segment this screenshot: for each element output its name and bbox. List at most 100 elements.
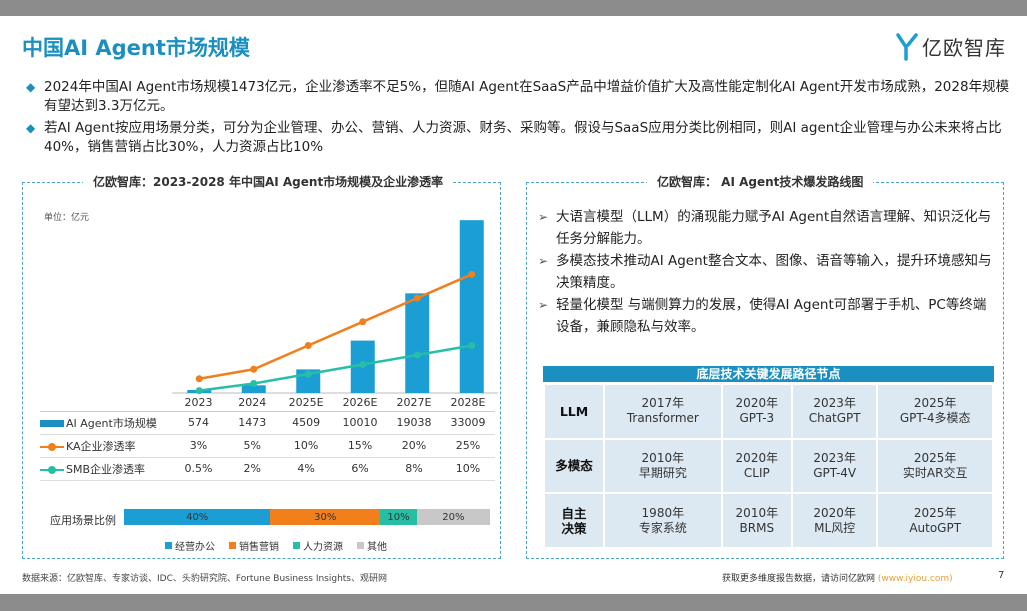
legend-swatch-icon [357, 542, 364, 549]
roadmap-node-year: 2025年 [913, 450, 957, 465]
roadmap-row-label: LLM [545, 385, 603, 438]
logo: 亿欧智库 [896, 32, 1006, 61]
diamond-icon: ◆ [26, 80, 36, 94]
table-cell: 6% [333, 457, 388, 481]
roadmap-panel-title: 亿欧智库： AI Agent技术爆发路线图 [647, 173, 874, 190]
diamond-icon: ◆ [26, 121, 36, 135]
scene-legend-label: 经营办公 [175, 542, 215, 553]
table-cell: 5% [225, 434, 280, 458]
roadmap-node-year: 2017年 [641, 396, 685, 411]
roadmap-node-tech: GPT-4多模态 [899, 411, 971, 426]
intro-bullet-text: 若AI Agent按应用场景分类，可分为企业管理、办公、营销、人力资源、财务、采… [44, 120, 1002, 155]
market-size-panel-title: 亿欧智库：2023-2028 年中国AI Agent市场规模及企业渗透率 [83, 173, 454, 190]
data-source: 数据来源：亿欧智库、专家访谈、IDC、头豹研究院、Fortune Busines… [22, 574, 387, 584]
footer-text: 获取更多维度报告数据，请访问亿欧网 [722, 574, 876, 584]
intro-bullet: ◆ 若AI Agent按应用场景分类，可分为企业管理、办公、营销、人力资源、财务… [26, 119, 1011, 157]
table-cell: 10010 [333, 411, 388, 435]
roadmap-node-year: 1980年 [641, 505, 685, 520]
arrow-right-icon: ➢ [538, 254, 549, 268]
chart-unit: 单位：亿元 [44, 213, 90, 223]
roadmap-node-year: 2020年 [735, 396, 779, 411]
penetration-point [413, 351, 421, 359]
legend-swatch-icon [165, 542, 172, 549]
penetration-point [359, 361, 367, 369]
penetration-line [199, 273, 473, 380]
roadmap-node: 1980年 专家系统 [605, 494, 721, 547]
table-row-smb: SMB企业渗透率 0.5% 2% 4% 6% 8% 10% [40, 457, 495, 481]
roadmap-node-tech: GPT-3 [739, 411, 775, 426]
scene-segment: 30% [270, 509, 381, 525]
roadmap-panel: 亿欧智库： AI Agent技术爆发路线图 [526, 173, 1004, 559]
scene-legend-item: 销售营销 [229, 538, 279, 553]
roadmap-node: 2025年 AutoGPT [878, 494, 992, 547]
tech-bullet: ➢ 多模态技术推动AI Agent整合文本、图像、语音等输入，提升环境感知与决策… [538, 250, 993, 294]
intro-bullet: ◆ 2024年中国AI Agent市场规模1473亿元，企业渗透率不足5%，但随… [26, 78, 1011, 116]
market-size-panel: 亿欧智库：2023-2028 年中国AI Agent市场规模及企业渗透率 [22, 173, 501, 559]
logo-text: 亿欧智库 [922, 36, 1006, 60]
roadmap-node: 2010年 早期研究 [605, 439, 721, 493]
table-cell: 15% [333, 434, 388, 458]
table-cell: 2% [225, 457, 280, 481]
penetration-point [250, 365, 258, 373]
roadmap-table: LLM 2017年 Transformer 2020年 GPT-3 2023年 ChatGP… [543, 383, 994, 549]
table-cell: 25% [440, 434, 495, 458]
arrow-right-icon: ➢ [538, 298, 549, 312]
scene-segment: 40% [124, 509, 271, 525]
table-cell: 1473 [225, 411, 280, 435]
roadmap-node-tech: 早期研究 [638, 465, 687, 480]
arrow-right-icon: ➢ [538, 210, 549, 224]
footer-note: 获取更多维度报告数据，请访问亿欧网 (www.iyiou.com) [722, 571, 953, 584]
roadmap-node-year: 2023年 [813, 396, 856, 411]
scene-legend-item: 人力资源 [293, 538, 343, 553]
roadmap-node-year: 2010年 [641, 450, 685, 465]
tech-bullet-text: 大语言模型（LLM）的涌现能力赋予AI Agent自然语言理解、知识泛化与任务分… [556, 209, 992, 247]
roadmap-node-tech: Transformer [626, 411, 699, 426]
table-cell: 574 [171, 411, 226, 435]
series-name: KA企业渗透率 [66, 439, 136, 453]
bottom-bar [0, 594, 1027, 611]
roadmap-node: 2023年 GPT-4V [792, 439, 877, 493]
page-title: 中国AI Agent市场规模 [22, 36, 250, 60]
roadmap-node: 2025年 GPT-4多模态 [878, 385, 992, 438]
intro-bullet-text: 2024年中国AI Agent市场规模1473亿元，企业渗透率不足5%，但随AI… [44, 79, 1010, 114]
roadmap-node-tech: 实时AR交互 [902, 465, 968, 480]
market-size-bar [405, 293, 430, 393]
scene-ratio-label: 应用场景比例 [50, 514, 116, 527]
series-name: AI Agent市场规模 [66, 416, 157, 430]
scene-segment: 10% [380, 509, 417, 525]
roadmap-node-year: 2020年 [813, 505, 856, 520]
footer-link[interactable]: (www.iyiou.com) [877, 574, 953, 584]
table-cell: 0.5% [171, 457, 226, 481]
scene-legend-item: 其他 [357, 538, 387, 553]
roadmap-node-year: 2025年 [913, 505, 957, 520]
tech-bullet: ➢ 轻量化模型 与端侧算力的发展，使得AI Agent可部署于手机、PC等终端设… [538, 294, 993, 338]
roadmap-node-tech: ChatGPT [808, 411, 861, 426]
roadmap-node: 2020年 CLIP [722, 439, 791, 493]
tech-bullet: ➢ 大语言模型（LLM）的涌现能力赋予AI Agent自然语言理解、知识泛化与任… [538, 206, 993, 250]
roadmap-node-tech: GPT-4V [813, 465, 857, 480]
roadmap-node: 2020年 GPT-3 [722, 385, 791, 438]
penetration-point [304, 342, 312, 350]
roadmap-node-tech: 专家系统 [638, 520, 687, 535]
roadmap-row: LLM 2017年 Transformer 2020年 GPT-3 2023年 ChatGP… [545, 385, 992, 438]
roadmap-node-year: 2020年 [735, 450, 779, 465]
penetration-point [359, 318, 367, 326]
roadmap-title: 底层技术关键发展路径节点 [543, 366, 994, 382]
market-size-bar [241, 385, 266, 393]
page-number: 7 [998, 570, 1005, 581]
year-label: 2023 [171, 394, 226, 412]
penetration-line [199, 344, 472, 392]
roadmap-node: 2020年 ML风控 [792, 494, 877, 547]
penetration-point [413, 294, 421, 302]
year-label: 2024 [225, 394, 280, 412]
scene-ratio-bar: 40% 30% 10% 20% [124, 509, 490, 525]
tech-bullets: ➢ 大语言模型（LLM）的涌现能力赋予AI Agent自然语言理解、知识泛化与任… [538, 206, 993, 338]
table-cell: 4% [279, 457, 334, 481]
roadmap-node-tech: CLIP [743, 465, 770, 480]
scene-legend: 经营办公 销售营销 人力资源 其他 [165, 538, 387, 553]
table-cell: 10% [440, 457, 495, 481]
roadmap-row-label: 多模态 [545, 439, 603, 493]
year-label: 2028E [440, 394, 495, 412]
table-cell: 8% [387, 457, 441, 481]
roadmap-node: 2025年 实时AR交互 [878, 439, 992, 493]
